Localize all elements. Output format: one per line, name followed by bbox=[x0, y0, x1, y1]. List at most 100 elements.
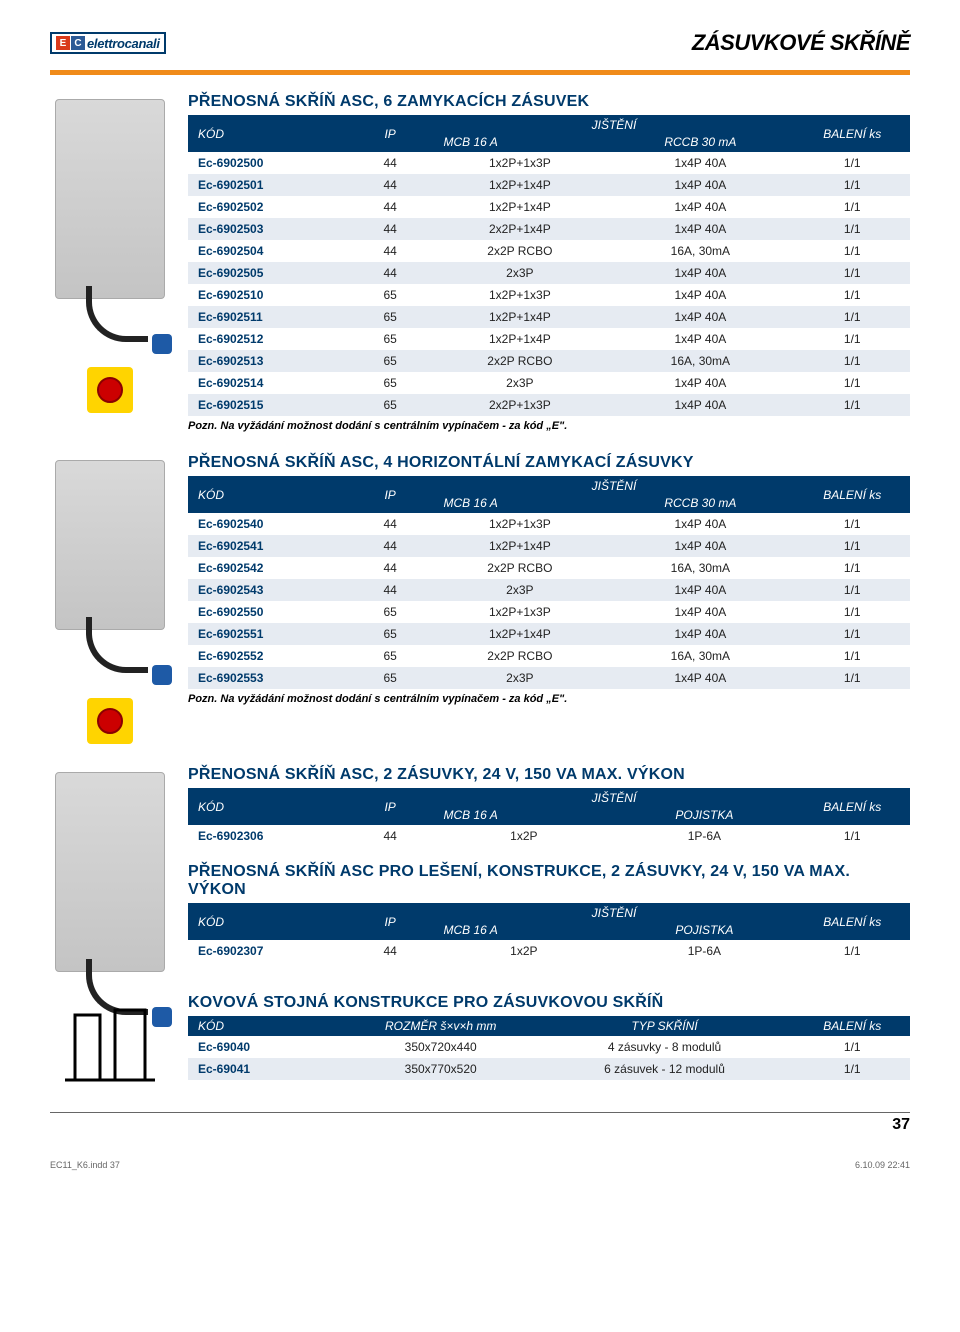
note-1: Pozn. Na vyžádání možnost dodání s centr… bbox=[188, 420, 910, 432]
brand-logo: E C elettrocanali bbox=[50, 32, 166, 54]
note-2: Pozn. Na vyžádání možnost dodání s centr… bbox=[188, 693, 910, 705]
value-cell: 65 bbox=[347, 328, 434, 350]
value-cell: 4 zásuvky - 8 modulů bbox=[535, 1036, 795, 1058]
value-cell: 1x4P 40A bbox=[606, 601, 794, 623]
estop-icon bbox=[87, 367, 133, 413]
table-section-3: KÓD IP JIŠTĚNÍ BALENÍ ks MCB 16 A POJIST… bbox=[188, 788, 910, 847]
section-title-5: KOVOVÁ STOJNÁ KONSTRUKCE PRO ZÁSUVKOVOU … bbox=[188, 994, 910, 1012]
code-cell: Ec-6902553 bbox=[188, 667, 347, 689]
product-image-6sockets bbox=[55, 99, 165, 299]
table-row: Ec-6902553652x3P1x4P 40A1/1 bbox=[188, 667, 910, 689]
value-cell: 65 bbox=[347, 306, 434, 328]
value-cell: 1x2P+1x4P bbox=[433, 306, 606, 328]
table-row: Ec-6902515652x2P+1x3P1x4P 40A1/1 bbox=[188, 394, 910, 416]
value-cell: 1P-6A bbox=[614, 940, 794, 962]
code-cell: Ec-6902540 bbox=[188, 513, 347, 535]
value-cell: 44 bbox=[347, 513, 434, 535]
value-cell: 1/1 bbox=[794, 328, 910, 350]
value-cell: 65 bbox=[347, 667, 434, 689]
code-cell: Ec-6902541 bbox=[188, 535, 347, 557]
value-cell: 1x2P+1x3P bbox=[433, 513, 606, 535]
value-cell: 1P-6A bbox=[614, 825, 794, 847]
value-cell: 44 bbox=[347, 557, 434, 579]
value-cell: 1x2P+1x4P bbox=[433, 535, 606, 557]
table-row: Ec-6902543442x3P1x4P 40A1/1 bbox=[188, 579, 910, 601]
code-cell: Ec-6902307 bbox=[188, 940, 347, 962]
section-title-4: PŘENOSNÁ SKŘÍŇ ASC PRO LEŠENÍ, KONSTRUKC… bbox=[188, 863, 910, 899]
value-cell: 350x720x440 bbox=[347, 1036, 535, 1058]
value-cell: 1/1 bbox=[794, 623, 910, 645]
code-cell: Ec-6902510 bbox=[188, 284, 347, 306]
value-cell: 2x2P RCBO bbox=[433, 240, 606, 262]
code-cell: Ec-6902514 bbox=[188, 372, 347, 394]
product-image-2sockets bbox=[55, 772, 165, 972]
value-cell: 1/1 bbox=[794, 174, 910, 196]
value-cell: 1x2P+1x3P bbox=[433, 152, 606, 174]
value-cell: 16A, 30mA bbox=[606, 350, 794, 372]
code-cell: Ec-6902503 bbox=[188, 218, 347, 240]
code-cell: Ec-6902502 bbox=[188, 196, 347, 218]
value-cell: 16A, 30mA bbox=[606, 240, 794, 262]
value-cell: 1x2P+1x4P bbox=[433, 623, 606, 645]
value-cell: 1x2P+1x3P bbox=[433, 284, 606, 306]
code-cell: Ec-6902306 bbox=[188, 825, 347, 847]
value-cell: 1x4P 40A bbox=[606, 306, 794, 328]
code-cell: Ec-6902513 bbox=[188, 350, 347, 372]
value-cell: 44 bbox=[347, 825, 434, 847]
table-row: Ec-6902504442x2P RCBO16A, 30mA1/1 bbox=[188, 240, 910, 262]
value-cell: 1/1 bbox=[794, 240, 910, 262]
table-row: Ec-6902550651x2P+1x3P1x4P 40A1/1 bbox=[188, 601, 910, 623]
value-cell: 44 bbox=[347, 579, 434, 601]
value-cell: 1x2P+1x4P bbox=[433, 328, 606, 350]
value-cell: 44 bbox=[347, 174, 434, 196]
table-row: Ec-6902503442x2P+1x4P1x4P 40A1/1 bbox=[188, 218, 910, 240]
value-cell: 1/1 bbox=[794, 306, 910, 328]
table-row: Ec-6902542442x2P RCBO16A, 30mA1/1 bbox=[188, 557, 910, 579]
brand-name: elettrocanali bbox=[87, 36, 160, 51]
value-cell: 65 bbox=[347, 372, 434, 394]
value-cell: 1x2P+1x4P bbox=[433, 174, 606, 196]
code-cell: Ec-6902504 bbox=[188, 240, 347, 262]
value-cell: 1x4P 40A bbox=[606, 513, 794, 535]
code-cell: Ec-69041 bbox=[188, 1058, 347, 1080]
value-cell: 350x770x520 bbox=[347, 1058, 535, 1080]
value-cell: 2x3P bbox=[433, 667, 606, 689]
value-cell: 1x2P+1x3P bbox=[433, 601, 606, 623]
table-row: Ec-6902306441x2P1P-6A1/1 bbox=[188, 825, 910, 847]
value-cell: 1/1 bbox=[794, 1058, 910, 1080]
value-cell: 1x4P 40A bbox=[606, 394, 794, 416]
value-cell: 16A, 30mA bbox=[606, 645, 794, 667]
table-section-2: KÓD IP JIŠTĚNÍ BALENÍ ks MCB 16 A RCCB 3… bbox=[188, 476, 910, 689]
value-cell: 1x4P 40A bbox=[606, 284, 794, 306]
code-cell: Ec-6902550 bbox=[188, 601, 347, 623]
value-cell: 1/1 bbox=[794, 1036, 910, 1058]
value-cell: 6 zásuvek - 12 modulů bbox=[535, 1058, 795, 1080]
value-cell: 1x2P bbox=[433, 940, 614, 962]
code-cell: Ec-69040 bbox=[188, 1036, 347, 1058]
code-cell: Ec-6902543 bbox=[188, 579, 347, 601]
logo-e-icon: E bbox=[56, 36, 70, 50]
value-cell: 1x4P 40A bbox=[606, 623, 794, 645]
value-cell: 44 bbox=[347, 152, 434, 174]
value-cell: 1/1 bbox=[794, 513, 910, 535]
value-cell: 44 bbox=[347, 218, 434, 240]
section-title-2: PŘENOSNÁ SKŘÍŇ ASC, 4 HORIZONTÁLNÍ ZAMYK… bbox=[188, 454, 910, 472]
section-title-1: PŘENOSNÁ SKŘÍŇ ASC, 6 ZAMYKACÍCH ZÁSUVEK bbox=[188, 93, 910, 111]
value-cell: 2x3P bbox=[433, 372, 606, 394]
table-row: Ec-6902541441x2P+1x4P1x4P 40A1/1 bbox=[188, 535, 910, 557]
code-cell: Ec-6902511 bbox=[188, 306, 347, 328]
value-cell: 1/1 bbox=[794, 579, 910, 601]
table-section-1: KÓD IP JIŠTĚNÍ BALENÍ ks MCB 16 A RCCB 3… bbox=[188, 115, 910, 416]
table-row: Ec-6902551651x2P+1x4P1x4P 40A1/1 bbox=[188, 623, 910, 645]
value-cell: 1/1 bbox=[794, 601, 910, 623]
value-cell: 44 bbox=[347, 262, 434, 284]
value-cell: 1/1 bbox=[794, 284, 910, 306]
value-cell: 1x4P 40A bbox=[606, 328, 794, 350]
value-cell: 1x4P 40A bbox=[606, 667, 794, 689]
table-row: Ec-6902500441x2P+1x3P1x4P 40A1/1 bbox=[188, 152, 910, 174]
code-cell: Ec-6902512 bbox=[188, 328, 347, 350]
value-cell: 44 bbox=[347, 940, 434, 962]
value-cell: 2x2P RCBO bbox=[433, 350, 606, 372]
value-cell: 2x2P+1x4P bbox=[433, 218, 606, 240]
code-cell: Ec-6902500 bbox=[188, 152, 347, 174]
